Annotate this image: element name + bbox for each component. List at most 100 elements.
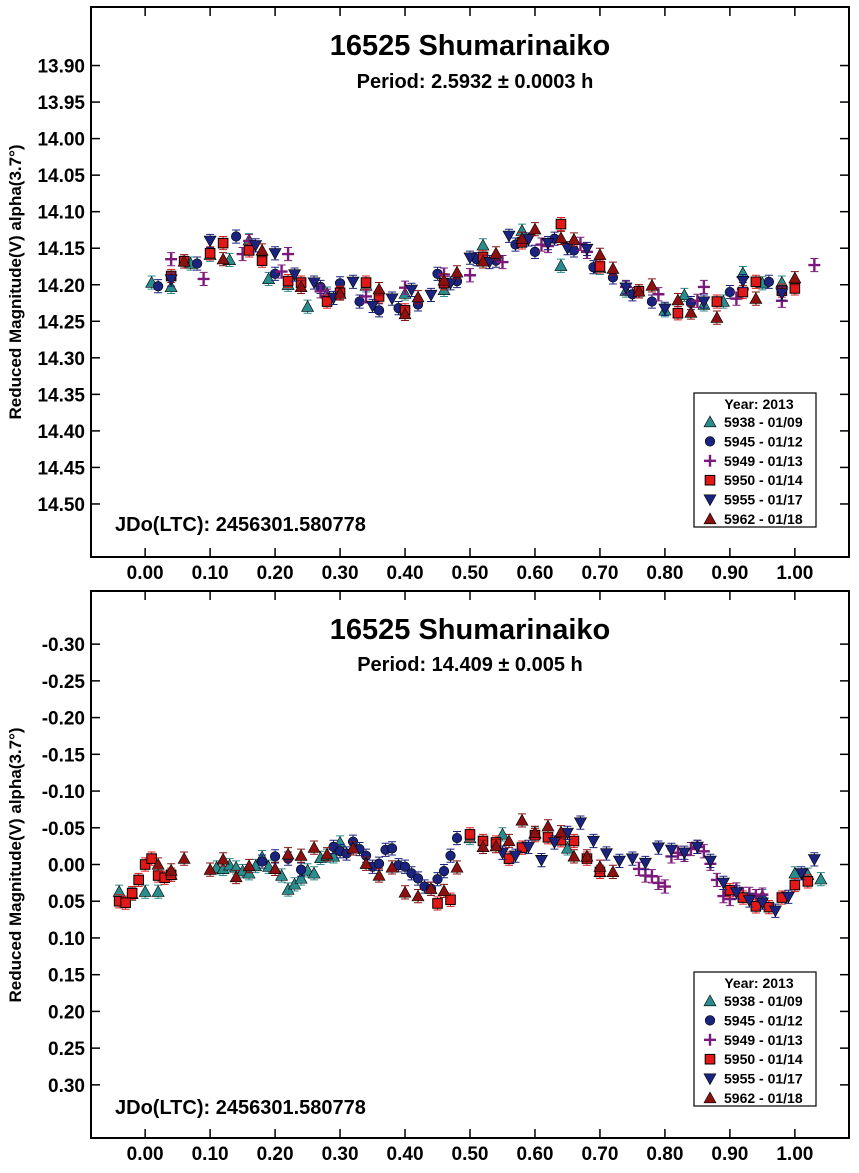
chart-2-data-point bbox=[445, 850, 456, 861]
chart-1-data-point bbox=[710, 311, 724, 323]
chart-1-data-point bbox=[515, 232, 529, 244]
chart-2-data-point bbox=[703, 855, 717, 868]
chart-2-y-tick-label: 0.20 bbox=[48, 1002, 85, 1023]
chart-1-series-5 bbox=[164, 228, 789, 316]
chart-2-data-layer bbox=[112, 813, 828, 918]
chart-2-data-point bbox=[256, 856, 268, 867]
chart-2-data-point bbox=[275, 868, 289, 881]
chart-2-data-point bbox=[307, 866, 321, 879]
chart-1-legend-marker bbox=[703, 512, 717, 525]
chart-2-data-point bbox=[567, 849, 581, 862]
chart-1-data-point bbox=[646, 296, 658, 307]
chart-1-data-point bbox=[711, 296, 723, 307]
chart-1-y-tick-label: 14.10 bbox=[37, 203, 85, 224]
chart-1-legend-label: 5949 - 01/13 bbox=[724, 453, 803, 469]
chart-1-data-point bbox=[750, 276, 762, 288]
chart-1-data-point bbox=[197, 272, 210, 285]
chart-2-data-point bbox=[320, 847, 334, 860]
chart-2-data-point bbox=[450, 860, 464, 873]
chart-2-data-point bbox=[697, 845, 710, 858]
chart-2-data-point bbox=[528, 826, 542, 839]
chart-2-data-point bbox=[295, 864, 307, 875]
chart-1-data-point bbox=[255, 243, 269, 256]
chart-1-data-point bbox=[645, 278, 659, 291]
chart-2-legend-label: 5938 - 01/09 bbox=[724, 993, 803, 1009]
chart-1-data-point bbox=[541, 237, 555, 250]
chart-2-data-point bbox=[359, 857, 373, 869]
chart-2-data-point bbox=[432, 874, 443, 885]
chart-1-data-point bbox=[372, 282, 386, 295]
chart-1-data-point bbox=[463, 252, 477, 265]
chart-1-data-point bbox=[294, 280, 308, 293]
chart-1-legend-label: 5962 - 01/18 bbox=[724, 511, 803, 527]
chart-2-data-point bbox=[151, 857, 165, 870]
chart-panel-2: -0.30 -0.25 -0.20 -0.15 -0.10 -0.05 0.00 0.05 0.… bbox=[6, 590, 850, 1165]
chart-2-data-point bbox=[750, 901, 762, 912]
chart-2-data-point bbox=[554, 825, 568, 838]
chart-1-data-point bbox=[671, 293, 685, 306]
chart-1-data-point bbox=[775, 288, 789, 301]
chart-2-data-point bbox=[164, 863, 178, 876]
chart-2-series-4 bbox=[113, 827, 814, 915]
chart-2-title: 16525 Shumarinaiko bbox=[330, 614, 610, 646]
chart-1-legend-title: Year: 2013 bbox=[724, 396, 793, 412]
chart-2-data-point bbox=[586, 835, 600, 848]
chart-2-data-point bbox=[814, 872, 828, 885]
chart-1-data-point bbox=[282, 248, 295, 261]
chart-2-y-tick-label: -0.05 bbox=[42, 819, 86, 840]
chart-1-data-point bbox=[346, 276, 360, 289]
chart-1-data-point bbox=[321, 296, 333, 307]
chart-2-data-point bbox=[432, 898, 443, 909]
chart-2-data-point bbox=[612, 855, 626, 868]
chart-1-data-point bbox=[411, 290, 425, 303]
chart-1-y-tick-label: 14.45 bbox=[37, 458, 85, 479]
chart-2-data-point bbox=[464, 829, 476, 840]
chart-1-data-point bbox=[606, 262, 620, 274]
chart-2-data-point bbox=[372, 868, 386, 881]
chart-1-subtitle: Period: 2.5932 ± 0.0003 h bbox=[357, 71, 594, 93]
chart-2-x-tick-label: 0.30 bbox=[322, 1144, 359, 1165]
chart-2-x-tick-label: 0.00 bbox=[127, 1144, 164, 1165]
chart-1-legend-label: 5950 - 01/14 bbox=[724, 472, 803, 488]
chart-2-data-point bbox=[652, 876, 665, 889]
chart-2-data-point bbox=[794, 868, 808, 880]
chart-2-data-point bbox=[216, 852, 230, 865]
chart-1-data-point bbox=[366, 300, 380, 313]
chart-2-data-point bbox=[599, 848, 613, 861]
chart-2-y-axis-label: Reduced Magnitude(V) alpha(3.7°) bbox=[6, 727, 25, 1002]
chart-2-data-point bbox=[789, 879, 801, 891]
chart-1-data-point bbox=[697, 296, 711, 309]
chart-1-data-point bbox=[672, 307, 684, 319]
chart-2-data-point bbox=[269, 851, 281, 862]
chart-2-x-tick-label: 1.00 bbox=[776, 1144, 813, 1165]
chart-1-x-tick-label: 1.00 bbox=[776, 563, 813, 584]
chart-2-data-point bbox=[151, 885, 165, 897]
chart-1-x-tick-label: 0.90 bbox=[711, 563, 748, 584]
chart-2-data-point bbox=[126, 887, 138, 899]
chart-2-data-point bbox=[146, 853, 157, 864]
chart-1-data-point bbox=[619, 282, 633, 295]
chart-1-data-point bbox=[594, 261, 606, 272]
chart-2-data-point bbox=[437, 884, 451, 897]
chart-1-data-point bbox=[333, 286, 347, 299]
chart-1-y-tick-label: 14.05 bbox=[37, 166, 85, 187]
chart-1-data-point bbox=[567, 232, 581, 245]
chart-1-data-point bbox=[529, 246, 541, 257]
chart-2-y-tick-label: 0.15 bbox=[48, 966, 85, 987]
chart-1-data-point bbox=[788, 271, 802, 284]
chart-1-data-point bbox=[385, 293, 399, 306]
chart-1-data-point bbox=[373, 305, 385, 316]
chart-1-title: 16525 Shumarinaiko bbox=[330, 30, 610, 62]
chart-2-data-point bbox=[229, 870, 243, 883]
chart-1-x-tick-label: 0.80 bbox=[646, 563, 683, 584]
chart-2-data-point bbox=[385, 860, 399, 873]
chart-1-data-point bbox=[275, 265, 288, 278]
chart-2-y-tick-label: 0.05 bbox=[48, 892, 85, 913]
chart-2-y-tick-label: 0.30 bbox=[48, 1076, 85, 1097]
chart-1-y-tick-label: 14.15 bbox=[37, 239, 85, 260]
chart-1-data-point bbox=[652, 288, 665, 301]
chart-2-legend-label: 5962 - 01/18 bbox=[724, 1090, 803, 1106]
chart-1-data-point bbox=[450, 265, 464, 278]
chart-1-x-tick-label: 0.30 bbox=[322, 563, 359, 584]
chart-1-data-point bbox=[496, 256, 509, 269]
